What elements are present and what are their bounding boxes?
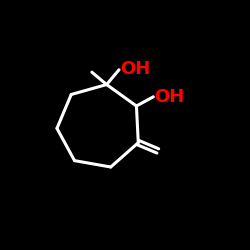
Text: OH: OH xyxy=(120,60,150,78)
Text: OH: OH xyxy=(154,88,184,106)
